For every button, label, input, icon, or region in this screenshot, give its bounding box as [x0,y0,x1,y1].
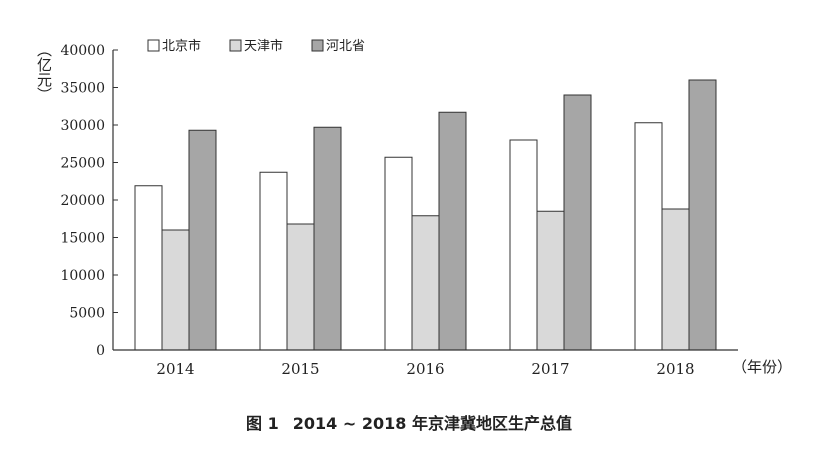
legend-label: 天津市 [244,38,283,54]
x-tick-label: 2018 [656,360,694,378]
bar [286,223,315,351]
x-tick-label: 2016 [406,360,444,378]
x-tick-label: 2015 [281,360,319,378]
bar [134,185,163,351]
y-tick-label: 20000 [60,193,105,209]
legend-swatch [229,39,242,52]
bar [161,229,190,351]
bar [688,79,717,351]
bar [634,122,663,351]
bar [259,171,288,351]
x-tick-label: 2014 [156,360,194,378]
figure-number: 图 1 [246,414,279,433]
legend-label: 北京市 [162,38,201,54]
y-tick-label: 15000 [60,231,105,247]
bar [384,156,413,351]
y-tick-label: 35000 [60,81,105,97]
legend-swatch [311,39,324,52]
legend-swatch [147,39,160,52]
y-tick-label: 0 [96,343,105,359]
legend-label: 河北省 [326,39,365,54]
bar [563,94,592,351]
y-tick-label: 25000 [60,156,105,172]
y-tick-label: 30000 [60,118,105,134]
figure-title: 2014 ~ 2018 年京津冀地区生产总值 [292,414,572,433]
bar [411,215,440,351]
x-tick-label: 2017 [531,360,569,378]
axes [112,50,738,351]
bar [536,210,565,351]
y-axis-label: （亿元） [35,42,53,102]
y-tick-label: 40000 [60,43,105,59]
figure-caption: 图 1 2014 ~ 2018 年京津冀地区生产总值 [0,410,832,434]
bar [438,111,467,351]
y-axis-ticks: 0 5000 10000 15000 20000 25000 30000 35000 40000 [60,43,118,359]
y-tick-label: 10000 [60,268,105,284]
bar [188,129,217,351]
legend: 北京市 天津市 河北省 [147,38,365,54]
bar [661,208,690,351]
bars [134,79,717,351]
bar [509,139,538,351]
x-axis-ticks: 2014 2015 2016 2017 2018 [156,360,694,378]
bar-chart: （亿元） 北京市 天津市 河北省 0 5000 10000 15000 20000 25000… [35,38,792,378]
y-axis-label-text: （亿元） [35,42,53,102]
x-axis-label: （年份） [732,358,792,376]
y-tick-label: 5000 [69,306,105,322]
bar [313,126,342,351]
